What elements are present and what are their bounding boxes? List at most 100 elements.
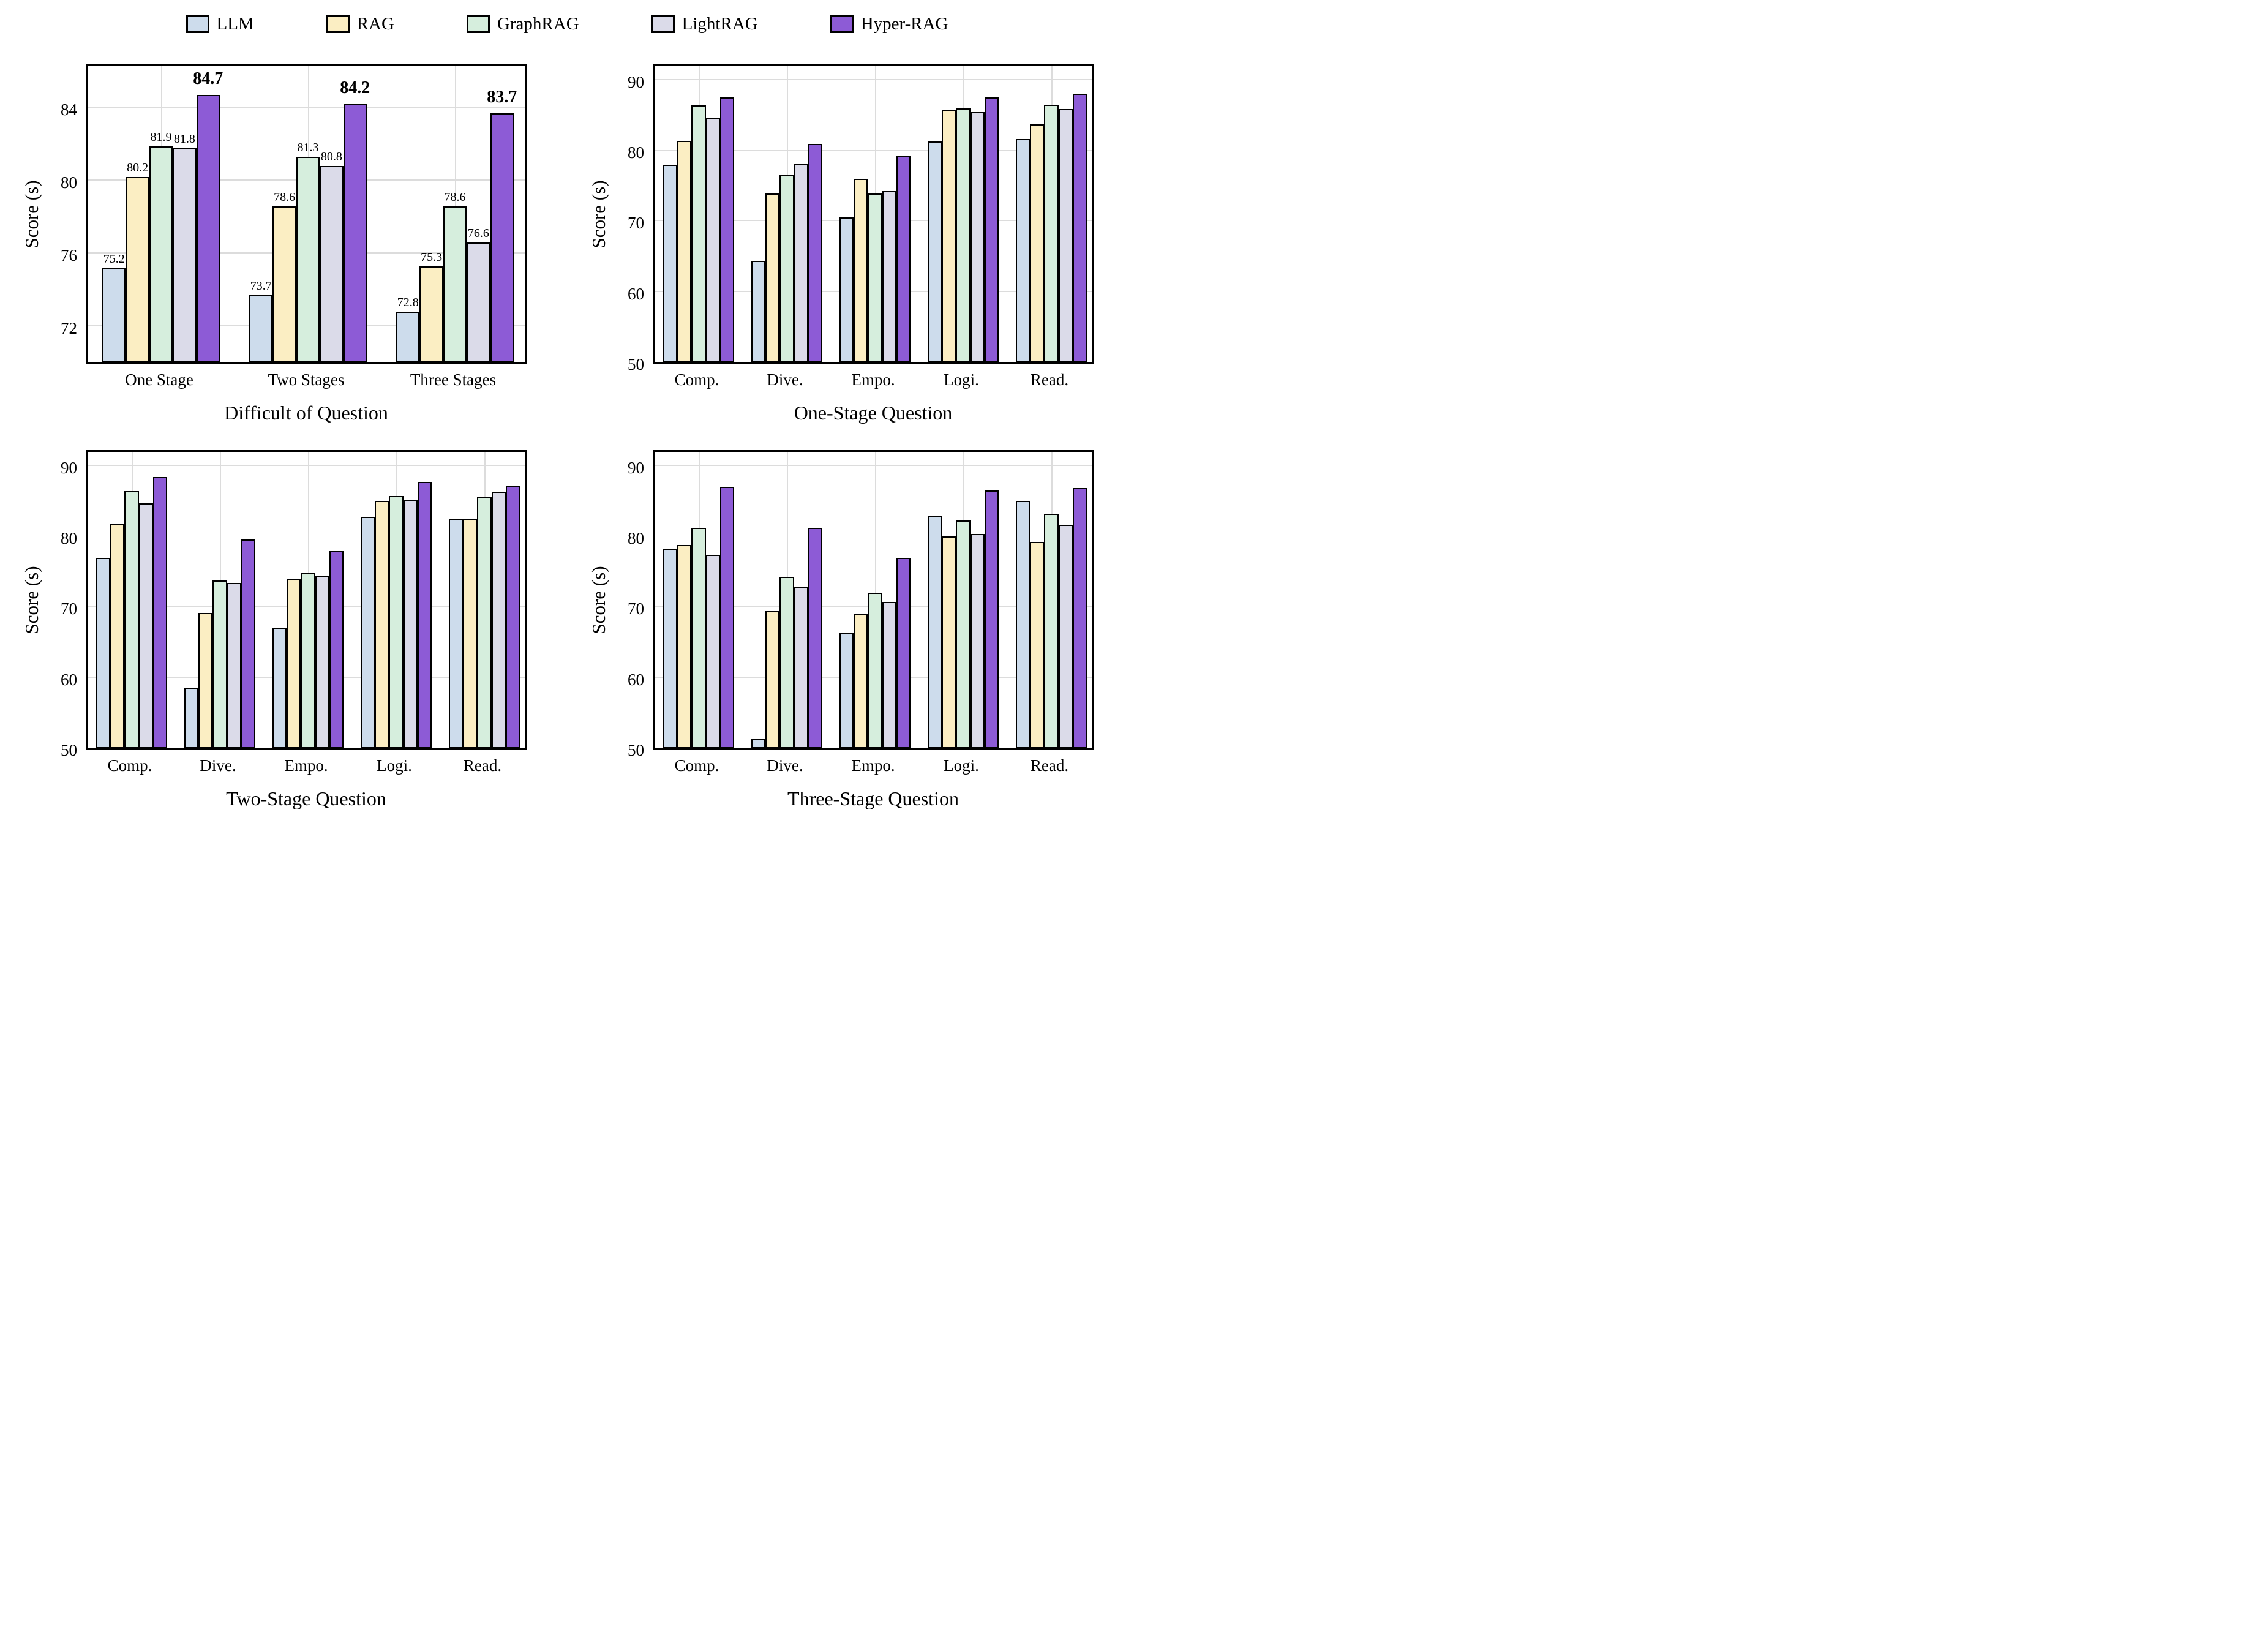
legend-item-llm: LLM xyxy=(186,14,254,34)
bar-lightrag-threestages xyxy=(467,242,490,362)
x-axis-title: Difficult of Question xyxy=(224,402,388,424)
y-tick-label: 80 xyxy=(61,529,77,548)
bar-value-label: 76.6 xyxy=(467,227,489,240)
bar-hyper-rag-threestages xyxy=(490,113,514,362)
bar-value-label: 81.9 xyxy=(150,130,172,144)
x-tick-label: Dive. xyxy=(200,756,236,775)
x-tick-label: Comp. xyxy=(674,370,719,389)
bar-graphrag-logi xyxy=(389,496,404,748)
legend: LLM RAG GraphRAG LightRAG Hyper-RAG xyxy=(0,5,1134,43)
chart-grid: Score (s) 75.2 73.7 72.8 80.2 78.6 75.3 81.9 81… xyxy=(0,43,1134,814)
bar-rag-comp xyxy=(677,140,692,362)
bar-hyper-rag-comp xyxy=(719,487,734,748)
bar-lightrag-dive xyxy=(227,583,241,748)
bar-value-label: 78.6 xyxy=(274,190,296,204)
x-axis-title: Two-Stage Question xyxy=(226,787,386,809)
horizontal-gridline xyxy=(655,465,1092,466)
bar-rag-read xyxy=(1030,124,1045,362)
bar-lightrag-dive xyxy=(794,586,808,748)
panel-two-stage: Score (s) Two-Stage Question 50 60 70 80 90 C… xyxy=(0,429,567,814)
y-tick-label: 80 xyxy=(61,173,77,192)
bar-graphrag-dive xyxy=(779,576,794,748)
bar-lightrag-logi xyxy=(970,533,985,748)
panel-difficulty: Score (s) 75.2 73.7 72.8 80.2 78.6 75.3 81.9 81… xyxy=(0,43,567,429)
bar-value-label: 78.6 xyxy=(444,190,466,204)
bar-lightrag-read xyxy=(491,492,506,748)
x-tick-label: Dive. xyxy=(767,756,803,775)
plot-area-three-stage xyxy=(653,450,1094,750)
bar-graphrag-comp xyxy=(124,491,139,748)
plot-area-two-stage xyxy=(86,450,527,750)
bar-llm-comp xyxy=(663,165,678,362)
bar-llm-read xyxy=(449,519,464,748)
bar-lightrag-logi xyxy=(970,111,985,362)
bar-rag-dive xyxy=(765,611,780,748)
bar-graphrag-twostages xyxy=(296,157,320,362)
y-tick-label: 70 xyxy=(628,214,644,233)
bar-graphrag-read xyxy=(1044,514,1059,748)
bar-value-label: 84.7 xyxy=(193,69,223,89)
bar-graphrag-dive xyxy=(779,175,794,362)
bar-hyper-rag-dive xyxy=(808,143,822,362)
y-tick-label: 70 xyxy=(628,599,644,618)
bar-hyper-rag-onestage xyxy=(196,95,220,362)
bar-rag-empo xyxy=(287,579,301,748)
legend-label-graphrag: GraphRAG xyxy=(497,13,579,34)
bar-rag-logi xyxy=(942,110,956,362)
bar-hyper-rag-comp xyxy=(719,97,734,362)
bar-rag-dive xyxy=(765,193,780,362)
bar-llm-empo xyxy=(839,217,854,362)
bar-graphrag-onestage xyxy=(149,146,173,362)
y-tick-label: 50 xyxy=(61,741,77,759)
legend-swatch-hyperrag xyxy=(830,15,854,33)
bar-llm-comp xyxy=(663,549,678,748)
horizontal-gridline xyxy=(655,149,1092,151)
bar-llm-dive xyxy=(184,688,199,748)
bar-rag-read xyxy=(1030,542,1045,748)
bar-lightrag-empo xyxy=(315,576,329,748)
bar-value-label: 73.7 xyxy=(250,279,272,293)
x-tick-label: Comp. xyxy=(674,756,719,775)
y-tick-label: 50 xyxy=(628,741,644,759)
bar-hyper-rag-logi xyxy=(417,482,432,748)
y-tick-label: 90 xyxy=(628,458,644,477)
bar-hyper-rag-dive xyxy=(808,528,822,748)
legend-swatch-graphrag xyxy=(466,15,490,33)
bar-llm-comp xyxy=(96,557,111,748)
legend-item-rag: RAG xyxy=(326,14,394,34)
bar-graphrag-threestages xyxy=(443,206,467,362)
horizontal-gridline xyxy=(655,79,1092,80)
legend-label-rag: RAG xyxy=(356,13,394,34)
bar-hyper-rag-read xyxy=(505,486,520,748)
bar-graphrag-comp xyxy=(691,105,706,362)
bar-rag-comp xyxy=(110,524,125,748)
y-tick-label: 50 xyxy=(628,355,644,374)
legend-label-lightrag: LightRAG xyxy=(682,13,758,34)
bar-lightrag-empo xyxy=(882,190,896,362)
bar-hyper-rag-read xyxy=(1072,93,1087,362)
bar-lightrag-comp xyxy=(138,503,153,748)
bar-llm-dive xyxy=(751,260,766,362)
bar-value-label: 75.3 xyxy=(421,250,443,264)
panel-one-stage: Score (s) One-Stage Question 50 60 70 80 90 C… xyxy=(567,43,1134,429)
bar-rag-logi xyxy=(942,536,956,748)
x-tick-label: Dive. xyxy=(767,370,803,389)
bar-hyper-rag-comp xyxy=(152,477,167,748)
bar-graphrag-empo xyxy=(868,593,882,748)
bar-rag-empo xyxy=(854,179,868,362)
y-tick-label: 72 xyxy=(61,318,77,337)
bar-value-label: 81.8 xyxy=(173,132,195,146)
bar-rag-comp xyxy=(677,544,692,748)
bar-value-label: 80.2 xyxy=(127,161,149,175)
bar-lightrag-dive xyxy=(794,164,808,362)
y-tick-label: 60 xyxy=(628,670,644,689)
bar-value-label: 84.2 xyxy=(340,78,370,98)
y-tick-label: 90 xyxy=(628,72,644,91)
bar-llm-logi xyxy=(361,516,375,748)
y-tick-label: 70 xyxy=(61,599,77,618)
horizontal-gridline xyxy=(655,535,1092,537)
legend-item-graphrag: GraphRAG xyxy=(466,13,579,34)
bar-llm-read xyxy=(1016,501,1031,748)
bar-llm-empo xyxy=(272,627,287,748)
legend-item-lightrag: LightRAG xyxy=(651,14,758,34)
